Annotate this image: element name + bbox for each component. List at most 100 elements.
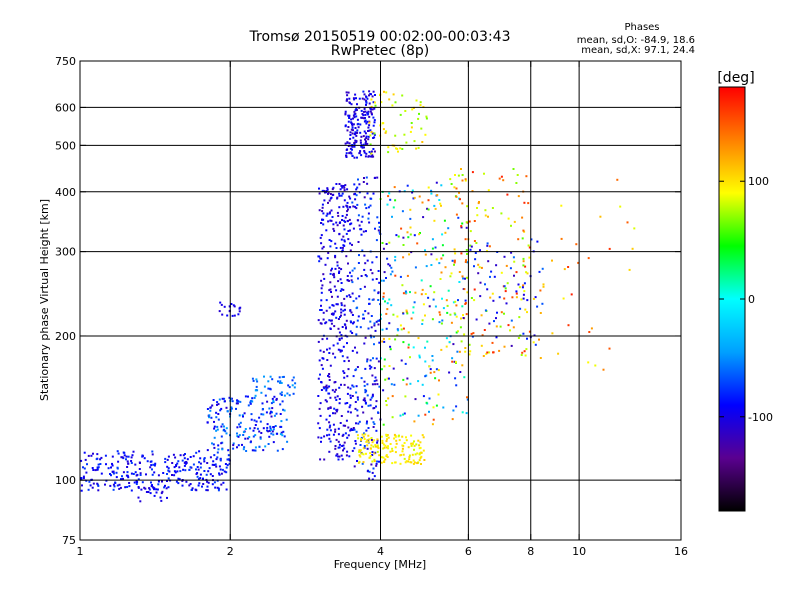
scatter-point bbox=[326, 428, 329, 431]
scatter-point bbox=[362, 411, 365, 414]
scatter-point bbox=[280, 391, 283, 394]
scatter-point bbox=[243, 446, 246, 449]
scatter-point bbox=[328, 421, 331, 424]
scatter-point bbox=[466, 276, 468, 279]
scatter-point bbox=[408, 456, 411, 458]
scatter-point bbox=[340, 308, 343, 311]
scatter-point bbox=[342, 345, 345, 348]
scatter-point bbox=[151, 453, 154, 456]
scatter-point bbox=[229, 410, 232, 413]
scatter-point bbox=[334, 445, 337, 447]
scatter-point bbox=[268, 429, 271, 432]
scatter-point bbox=[371, 451, 374, 454]
scatter-point bbox=[458, 271, 461, 273]
scatter-point bbox=[462, 317, 465, 319]
colorbar-tick-label: 0 bbox=[748, 293, 755, 306]
scatter-point bbox=[521, 216, 524, 219]
scatter-point bbox=[375, 357, 378, 360]
scatter-point bbox=[417, 414, 420, 417]
scatter-point bbox=[92, 482, 95, 485]
scatter-point bbox=[376, 441, 379, 444]
scatter-point bbox=[160, 492, 163, 495]
scatter-point bbox=[344, 216, 347, 219]
scatter-point bbox=[353, 98, 356, 101]
scatter-point bbox=[417, 380, 420, 383]
scatter-point bbox=[521, 286, 524, 289]
scatter-point bbox=[410, 122, 413, 124]
scatter-point bbox=[378, 231, 381, 234]
scatter-point bbox=[119, 486, 122, 489]
scatter-point bbox=[335, 247, 338, 249]
scatter-point bbox=[410, 442, 413, 445]
scatter-point bbox=[275, 397, 278, 400]
scatter-point bbox=[633, 227, 636, 230]
scatter-point bbox=[347, 426, 350, 429]
scatter-point bbox=[536, 305, 539, 308]
scatter-point bbox=[230, 397, 232, 400]
scatter-point bbox=[410, 126, 413, 129]
scatter-point bbox=[144, 487, 147, 490]
scatter-point bbox=[518, 286, 521, 289]
scatter-point bbox=[341, 192, 344, 195]
scatter-point bbox=[365, 101, 368, 104]
scatter-point bbox=[386, 438, 388, 441]
scatter-point bbox=[318, 359, 321, 362]
scatter-point bbox=[225, 466, 228, 469]
scatter-point bbox=[338, 446, 341, 449]
scatter-point bbox=[424, 375, 427, 378]
scatter-point bbox=[325, 299, 328, 302]
scatter-point bbox=[427, 199, 430, 202]
scatter-point bbox=[366, 383, 369, 386]
scatter-point bbox=[440, 322, 443, 325]
scatter-point bbox=[267, 387, 270, 390]
scatter-point bbox=[421, 383, 424, 386]
scatter-point bbox=[338, 194, 341, 197]
scatter-point bbox=[356, 129, 359, 132]
scatter-point bbox=[334, 412, 337, 415]
scatter-point bbox=[395, 234, 398, 237]
scatter-point bbox=[410, 434, 413, 437]
scatter-point bbox=[216, 401, 219, 404]
scatter-point bbox=[223, 400, 226, 403]
scatter-point bbox=[328, 352, 331, 354]
scatter-point bbox=[365, 96, 368, 98]
scatter-point bbox=[242, 415, 244, 418]
scatter-point bbox=[354, 401, 357, 403]
scatter-point bbox=[412, 346, 415, 349]
scatter-point bbox=[223, 397, 226, 400]
scatter-point bbox=[334, 396, 337, 399]
legend-title: Phases bbox=[624, 22, 659, 33]
scatter-point bbox=[328, 437, 331, 440]
scatter-point bbox=[349, 330, 352, 333]
scatter-point bbox=[343, 372, 346, 374]
scatter-point bbox=[385, 440, 388, 443]
scatter-point bbox=[233, 314, 236, 317]
scatter-point bbox=[350, 128, 353, 131]
scatter-point bbox=[363, 432, 365, 435]
scatter-point bbox=[415, 147, 418, 150]
scatter-point bbox=[372, 148, 375, 150]
scatter-point bbox=[373, 133, 376, 136]
scatter-point bbox=[135, 481, 138, 483]
scatter-point bbox=[189, 466, 192, 469]
scatter-point bbox=[254, 434, 257, 437]
scatter-point bbox=[271, 430, 274, 433]
scatter-point bbox=[109, 484, 112, 487]
scatter-point bbox=[140, 488, 143, 491]
scatter-point bbox=[173, 474, 176, 477]
scatter-point bbox=[347, 359, 350, 362]
scatter-point bbox=[322, 218, 325, 221]
scatter-point bbox=[352, 97, 355, 100]
scatter-point bbox=[358, 224, 361, 227]
scatter-point bbox=[371, 261, 374, 264]
scatter-point bbox=[385, 312, 388, 315]
scatter-point bbox=[211, 463, 214, 466]
scatter-point bbox=[197, 484, 200, 487]
scatter-point bbox=[455, 304, 458, 307]
scatter-point bbox=[370, 396, 373, 399]
scatter-point bbox=[354, 131, 357, 134]
scatter-point bbox=[435, 258, 438, 261]
scatter-point bbox=[163, 486, 166, 489]
scatter-point bbox=[354, 139, 357, 142]
scatter-point bbox=[363, 151, 366, 154]
